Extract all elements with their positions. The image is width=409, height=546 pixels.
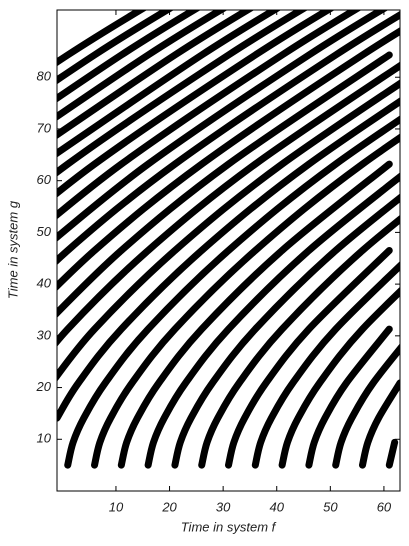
band-line: [305, 325, 393, 469]
band-line: [57, 10, 282, 158]
x-tick-label: 10: [109, 499, 124, 514]
x-tick-label: 20: [161, 499, 177, 514]
band-line: [144, 172, 400, 469]
band-line: [57, 27, 400, 291]
band-line: [57, 10, 362, 220]
band-line: [57, 10, 228, 121]
y-tick-label: 20: [36, 379, 52, 394]
band-line: [198, 214, 400, 469]
band-line: [358, 379, 400, 469]
band-line: [278, 286, 400, 469]
band-line: [57, 51, 393, 318]
y-axis-label: Time in system g: [5, 200, 20, 299]
plot-frame: [56, 9, 401, 492]
y-tick-label: 50: [37, 224, 52, 239]
band-line: [332, 343, 400, 469]
band-line: [171, 193, 400, 469]
band-line: [57, 79, 400, 382]
y-tick-label: 30: [37, 327, 52, 342]
band-line: [57, 97, 400, 422]
band-line: [57, 61, 400, 347]
y-tick-label: 60: [37, 172, 52, 187]
band-line: [57, 10, 308, 177]
x-tick-label: 60: [377, 499, 392, 514]
band-line: [57, 10, 389, 242]
band-line: [57, 10, 201, 103]
y-tick-label: 80: [37, 69, 52, 84]
band-line: [57, 10, 255, 140]
band-line: [57, 10, 148, 67]
band-line: [225, 247, 393, 469]
band-line: [64, 115, 400, 469]
x-tick-label: 40: [270, 499, 285, 514]
x-tick-label: 50: [323, 499, 338, 514]
y-tick-label: 40: [37, 276, 52, 291]
band-line: [91, 133, 400, 469]
band-line: [117, 160, 393, 469]
band-line: [57, 10, 335, 198]
x-axis-label: Time in system f: [181, 519, 277, 534]
band-line: [57, 10, 400, 265]
band-line: [251, 261, 400, 469]
x-tick-label: 30: [216, 499, 231, 514]
band-line: [385, 438, 399, 469]
y-tick-label: 70: [37, 120, 52, 135]
y-tick-label: 10: [37, 431, 52, 446]
band-line: [57, 10, 174, 85]
plot-area: [57, 10, 400, 469]
